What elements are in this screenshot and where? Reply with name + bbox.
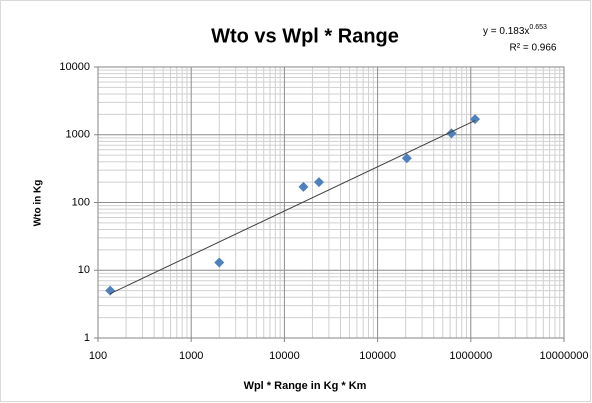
y-tick-label: 10000 [59,61,90,73]
x-tick-label: 1000 [179,350,203,362]
x-tick-label: 100000 [359,350,396,362]
plot-border [97,66,565,339]
y-axis-label: Wto in Kg [33,180,44,227]
y-tick-label: 1000 [66,129,90,141]
point [401,153,412,164]
x-tick-label: 100 [89,350,107,362]
x-tick-label: 1000000 [449,350,492,362]
x-tick-label: 10000 [269,350,300,362]
equation-exponent: 0.653 [529,24,547,31]
y-tick-label: 100 [72,196,90,208]
x-tick-label: 10000000 [540,350,589,362]
point [313,177,324,188]
x-axis-label: Wpl * Range in Kg * Km [244,380,367,392]
trendline-equation: y = 0.183x0.653 [483,24,547,37]
equation-text: y = 0.183x [483,26,529,37]
r-squared: R² = 0.966 [510,43,557,54]
point [214,257,225,268]
trendline [109,120,476,295]
y-tick-label: 1 [84,332,90,344]
chart-title: Wto vs Wpl * Range [211,25,399,47]
point [298,181,309,192]
point [105,285,116,296]
y-tick-label: 10 [78,264,90,276]
